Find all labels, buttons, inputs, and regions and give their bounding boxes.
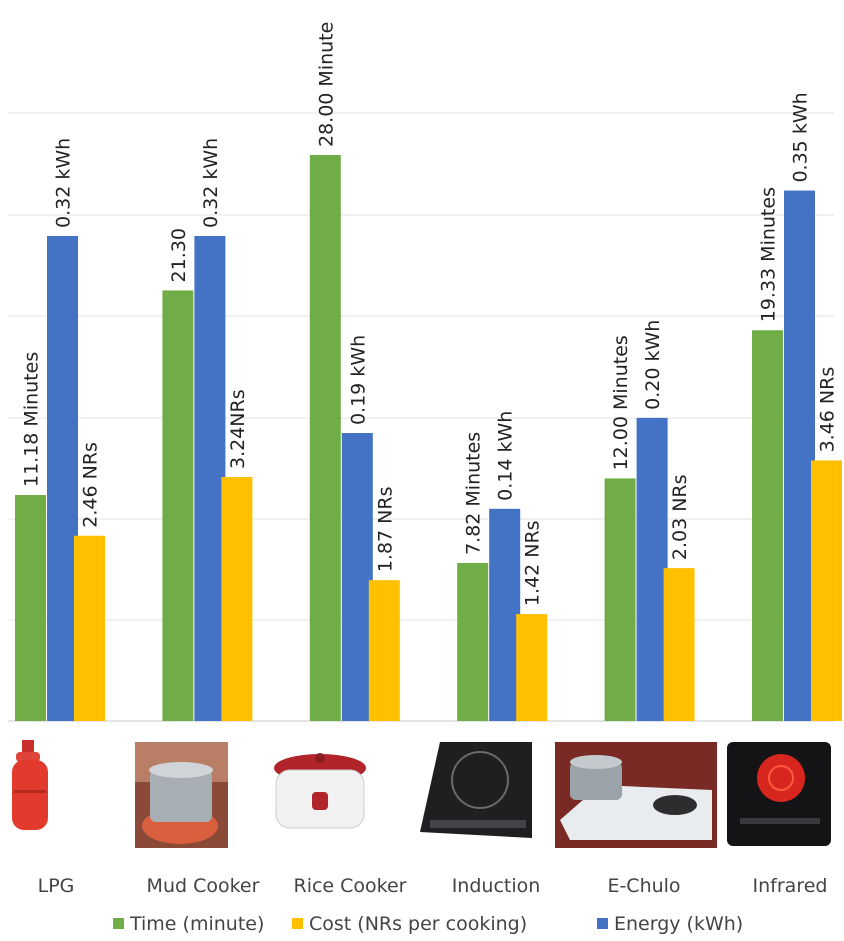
category-label-mud-cooker: Mud Cooker [147, 875, 260, 897]
bar-cost-nrs-per-cooking-induction [516, 614, 548, 721]
value-label-time-minute-lpg: 11.18 Minutes [21, 352, 43, 487]
value-label-time-minute-induction: 7.82 Minutes [463, 432, 485, 555]
bar-energy-kwh-mud-cooker [194, 236, 226, 721]
legend-label-energy-kwh: Energy (kWh) [614, 913, 743, 935]
category-labels: LPG Mud Cooker Rice Cooker Induction E-Chulo… [38, 875, 828, 897]
value-label-time-minute-e-chulo: 12.00 Minutes [610, 335, 632, 470]
bar-time-minute-mud-cooker [162, 290, 194, 721]
category-label-induction: Induction [452, 875, 541, 897]
lpg-cylinder-icon [12, 740, 48, 830]
bar-cost-nrs-per-cooking-mud-cooker [221, 477, 253, 721]
bar-time-minute-e-chulo [604, 478, 636, 721]
bar-time-minute-induction [457, 562, 489, 721]
gridlines [8, 112, 834, 722]
category-label-rice-cooker: Rice Cooker [294, 875, 407, 897]
bar-cost-nrs-per-cooking-infrared [811, 460, 842, 721]
value-label-time-minute-infrared: 19.33 Minutes [758, 187, 780, 322]
bar-energy-kwh-infrared [784, 190, 815, 721]
value-label-energy-kwh-rice-cooker: 0.19 kWh [347, 335, 369, 425]
appliance-pictures [12, 740, 831, 848]
bar-cost-nrs-per-cooking-lpg [74, 535, 105, 721]
value-label-cost-nrs-per-cooking-infrared: 3.46 NRs [817, 367, 839, 453]
legend: Time (minute) Cost (NRs per cooking) Energ… [113, 913, 743, 935]
bar-cost-nrs-per-cooking-rice-cooker [368, 580, 400, 721]
value-label-energy-kwh-mud-cooker: 0.32 kWh [200, 138, 222, 228]
value-label-cost-nrs-per-cooking-lpg: 2.46 NRs [80, 442, 102, 528]
bar-energy-kwh-e-chulo [636, 417, 668, 721]
legend-swatch-cost-nrs-per-cooking [292, 918, 303, 929]
mud-cooker-icon [135, 742, 228, 848]
value-label-cost-nrs-per-cooking-e-chulo: 2.03 NRs [669, 474, 691, 560]
value-label-time-minute-rice-cooker: 28.00 Minute [315, 22, 337, 147]
infrared-cooktop-icon [727, 742, 831, 846]
category-label-e-chulo: E-Chulo [607, 875, 680, 897]
value-label-energy-kwh-infrared: 0.35 kWh [790, 92, 812, 182]
rice-cooker-icon [274, 753, 366, 829]
value-label-cost-nrs-per-cooking-induction: 1.42 NRs [522, 520, 544, 606]
bar-energy-kwh-lpg [47, 236, 78, 721]
bar-energy-kwh-induction [489, 508, 521, 721]
value-label-energy-kwh-e-chulo: 0.20 kWh [642, 320, 664, 410]
bar-time-minute-lpg [15, 495, 46, 721]
value-labels: 11.18 Minutes 0.32 kWh 2.46 NRs 21.30 0.32 k… [21, 22, 839, 606]
bars [15, 155, 842, 721]
value-label-energy-kwh-lpg: 0.32 kWh [53, 138, 75, 228]
e-chulo-icon [555, 742, 717, 848]
legend-swatch-time-minute [113, 918, 124, 929]
legend-label-time-minute: Time (minute) [129, 913, 264, 935]
legend-swatch-energy-kwh [597, 918, 608, 929]
value-label-cost-nrs-per-cooking-mud-cooker: 3.24NRs [227, 389, 249, 469]
category-label-infrared: Infrared [753, 875, 828, 897]
bar-time-minute-rice-cooker [309, 155, 341, 721]
value-label-cost-nrs-per-cooking-rice-cooker: 1.87 NRs [374, 487, 396, 573]
bar-energy-kwh-rice-cooker [341, 433, 373, 721]
bar-cost-nrs-per-cooking-e-chulo [663, 568, 695, 721]
category-label-lpg: LPG [38, 875, 75, 897]
induction-cooktop-icon [420, 742, 532, 838]
legend-label-cost-nrs-per-cooking: Cost (NRs per cooking) [309, 913, 527, 935]
value-label-time-minute-mud-cooker: 21.30 [168, 228, 190, 282]
value-label-energy-kwh-induction: 0.14 kWh [495, 411, 517, 501]
bar-time-minute-infrared [752, 330, 783, 721]
